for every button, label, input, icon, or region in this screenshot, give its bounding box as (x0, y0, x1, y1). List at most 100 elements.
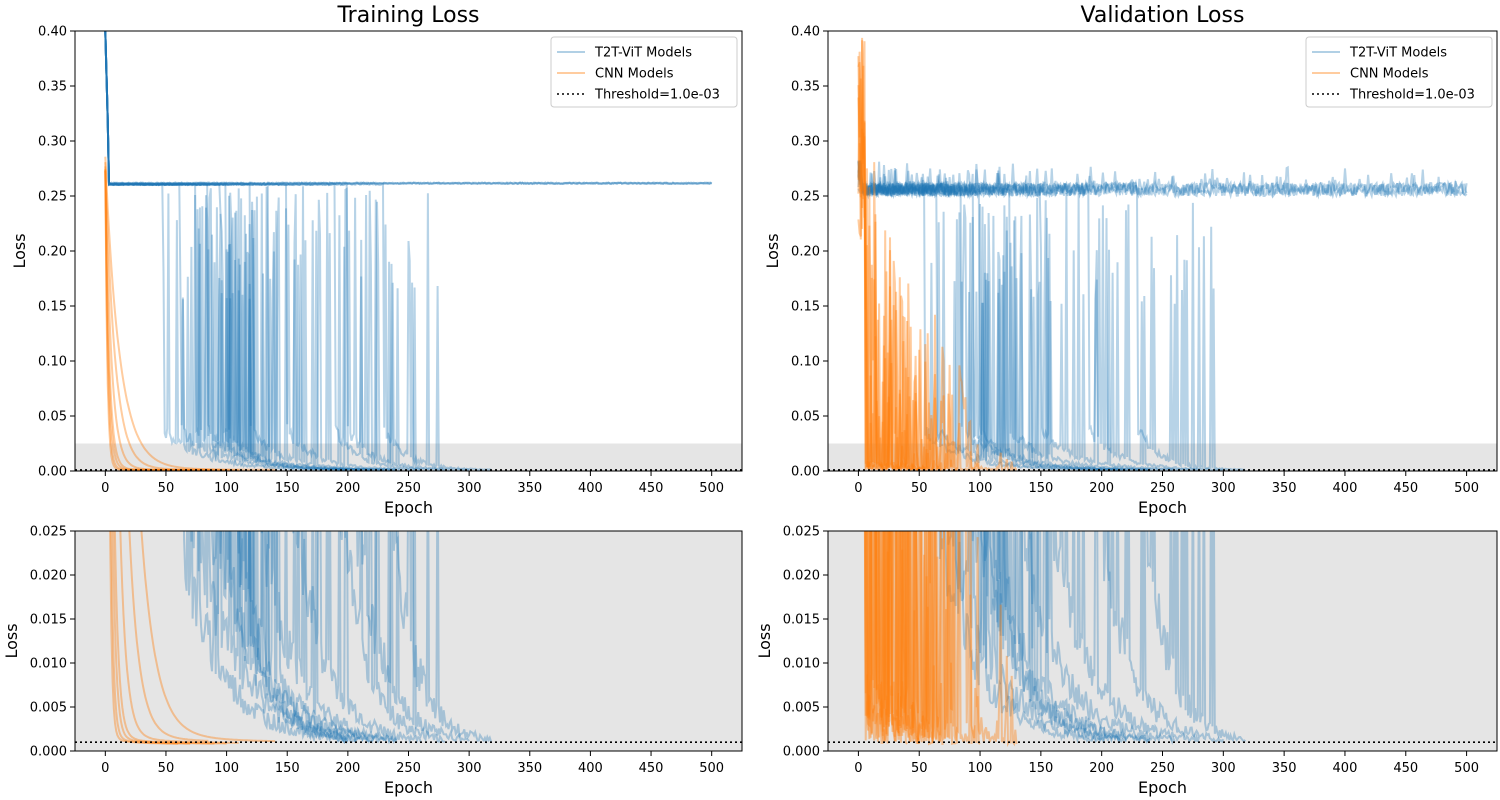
x-tick-label: 200 (335, 761, 360, 776)
x-tick-label: 200 (1089, 481, 1114, 496)
x-tick-label: 150 (1028, 761, 1053, 776)
x-tick-label: 350 (1272, 481, 1297, 496)
t2t-series-line-6 (219, 531, 361, 744)
y-tick-label: 0.005 (783, 701, 820, 716)
t2t-series-line-9 (260, 531, 397, 745)
cnn-series-line-15 (863, 531, 944, 745)
y-tick-label: 0.05 (791, 410, 820, 425)
t2t-series-line-2 (857, 160, 1468, 200)
x-tick-label: 400 (578, 761, 603, 776)
x-tick-label: 450 (1393, 761, 1418, 776)
t2t-series-line-10 (292, 531, 422, 744)
x-tick-label: 300 (457, 761, 482, 776)
x-tick-label: 400 (1333, 481, 1358, 496)
y-tick-label: 0.20 (38, 245, 67, 260)
x-tick-label: 450 (639, 761, 664, 776)
t2t-series-line-9 (857, 163, 1200, 471)
x-tick-label: 450 (1393, 481, 1418, 496)
x-tick-label: 100 (214, 761, 239, 776)
t2t-series-line-7 (236, 531, 386, 745)
t2t-series-line-11 (857, 159, 1246, 471)
y-tick-label: 0.025 (783, 525, 820, 540)
x-tick-label: 150 (275, 761, 300, 776)
t2t-series-line-5 (857, 161, 1151, 471)
x-axis-label: Epoch (384, 778, 433, 797)
x-tick-label: 250 (1150, 761, 1175, 776)
t2t-series-line-6 (857, 163, 1121, 471)
y-tick-label: 0.010 (783, 657, 820, 672)
cnn-series-line-13 (857, 40, 920, 471)
training-loss-panel: 0 50 100 150 200 250 300 350 400 450 500 0.00 0.05 0.… (10, 3, 743, 517)
x-tick-label: 350 (517, 481, 542, 496)
t2t-series-line-5 (971, 531, 1151, 744)
t2t-series-line-3 (104, 31, 349, 471)
legend-cnn-label: CNN Models (1350, 67, 1429, 82)
t2t-series-line-7 (992, 531, 1152, 744)
t2t-series-line-3 (938, 531, 1103, 744)
t2t-series-line-2 (104, 31, 712, 186)
t2t-series-line-5 (210, 531, 398, 745)
y-tick-label: 0.15 (38, 300, 67, 315)
x-tick-label: 350 (1272, 761, 1297, 776)
t2t-series-line-8 (104, 31, 348, 471)
t2t-series-line-1 (857, 160, 1468, 200)
x-tick-label: 500 (1454, 761, 1479, 776)
t2t-series-line-11 (340, 531, 446, 743)
y-tick-label: 0.30 (791, 135, 820, 150)
x-tick-label: 400 (1333, 761, 1358, 776)
x-tick-label: 300 (1211, 481, 1236, 496)
t2t-series-line-10 (104, 31, 421, 471)
y-tick-label: 0.20 (791, 245, 820, 260)
y-tick-label: 0.015 (783, 613, 820, 628)
cnn-series-line-15 (857, 61, 944, 471)
y-tick-label: 0.40 (791, 25, 820, 40)
y-tick-label: 0.25 (791, 190, 820, 205)
x-tick-label: 100 (214, 481, 239, 496)
legend-box (1305, 36, 1493, 108)
zoom-region-band (828, 443, 1497, 471)
t2t-series-line-12 (356, 531, 470, 743)
cnn-series-line-18 (866, 531, 1018, 748)
legend: T2T-ViT Models CNN Models Threshold=1.0e-0… (550, 36, 738, 108)
y-axis-label: Loss (763, 233, 782, 268)
cnn-series-line-12 (866, 531, 908, 745)
y-tick-label: 0.020 (783, 569, 820, 584)
x-tick-label: 0 (101, 481, 109, 496)
t2t-series-line-11 (104, 31, 445, 471)
y-tick-label: 0.15 (791, 300, 820, 315)
cnn-series-line-15 (110, 531, 191, 745)
y-tick-label: 0.020 (30, 569, 67, 584)
cnn-series-line-14 (865, 531, 933, 746)
cnn-series-line-18 (857, 128, 1018, 471)
y-axis-label: Loss (10, 233, 29, 268)
x-tick-label: 0 (101, 761, 109, 776)
t2t-series-line-1 (104, 31, 713, 186)
t2t-series-line-6 (983, 531, 1121, 744)
x-tick-label: 450 (639, 481, 664, 496)
t2t-series-line-9 (1052, 531, 1200, 744)
legend-cnn-label: CNN Models (595, 67, 674, 82)
t2t-series-line-3 (857, 168, 1102, 471)
panel-title: Training Loss (336, 3, 479, 28)
x-tick-label: 350 (517, 761, 542, 776)
t2t-series-line-6 (104, 31, 360, 471)
y-tick-label: 0.25 (38, 190, 67, 205)
t2t-series-line-4 (190, 531, 373, 743)
t2t-series-line-5 (104, 31, 397, 471)
y-tick-label: 0.005 (30, 701, 67, 716)
t2t-series-line-13 (392, 531, 492, 745)
y-tick-label: 0.015 (30, 613, 67, 628)
zoom-region-band (75, 443, 742, 471)
y-tick-label: 0.30 (38, 135, 67, 150)
legend: T2T-ViT Models CNN Models Threshold=1.0e-0… (1305, 36, 1493, 108)
x-tick-label: 0 (854, 481, 862, 496)
y-axis-label: Loss (755, 623, 774, 658)
legend-t2t-label: T2T-ViT Models (1349, 46, 1447, 61)
t2t-series-line-0 (104, 31, 713, 186)
cnn-series-line-17 (857, 41, 981, 471)
y-tick-label: 0.10 (38, 355, 67, 370)
x-tick-label: 250 (396, 481, 421, 496)
panel-title: Validation Loss (1081, 3, 1245, 28)
x-tick-label: 50 (911, 761, 928, 776)
